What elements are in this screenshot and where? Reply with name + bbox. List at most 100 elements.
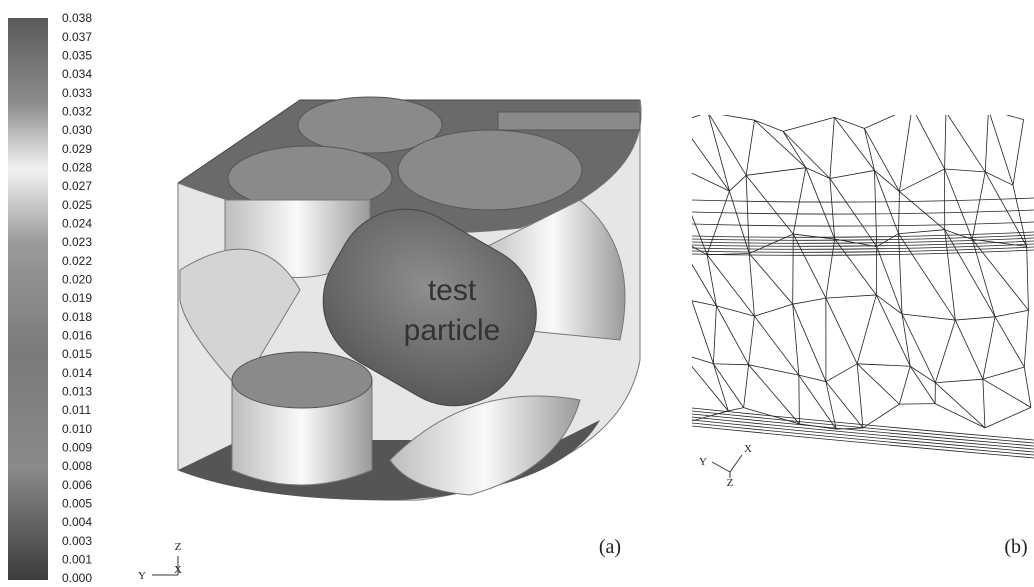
mesh-edge: [672, 122, 680, 164]
mesh-band: [692, 241, 1034, 246]
mesh-edge: [826, 295, 876, 298]
colorbar-label: 0.023: [62, 235, 92, 249]
mesh-edge: [708, 112, 746, 175]
mesh-edge: [1027, 246, 1029, 310]
colorbar-label: 0.032: [62, 105, 92, 119]
mesh-edge: [793, 234, 834, 239]
mesh-edge: [672, 164, 677, 238]
mesh-edge: [713, 306, 716, 364]
mesh-edge: [783, 117, 834, 131]
axis-triad-b: Y X Z: [699, 443, 752, 489]
mesh-edge: [864, 128, 899, 191]
mesh-edge: [863, 404, 899, 428]
colorbar-label: 0.005: [62, 497, 92, 511]
axis-label: Z: [727, 477, 734, 489]
mesh-edge: [729, 175, 746, 191]
mesh-edge: [793, 298, 826, 304]
mesh-band: [692, 210, 1034, 214]
mesh-edge: [713, 364, 748, 365]
mesh-band: [692, 222, 1034, 226]
axis-label: X: [174, 564, 182, 576]
colorbar-label: 0.019: [62, 291, 92, 305]
mesh-edge: [857, 364, 910, 366]
colorbar-label: 0.035: [62, 49, 92, 63]
colorbar-label: 0.024: [62, 217, 92, 231]
colorbar-label: 0.006: [62, 478, 92, 492]
colorbar-label: 0.001: [62, 553, 92, 567]
mesh-edge: [983, 379, 985, 428]
mesh-edge: [708, 112, 755, 120]
axis-triad-a: Z Y X: [138, 541, 182, 582]
mesh-edge: [1013, 120, 1024, 186]
mesh-edge: [681, 354, 713, 364]
colorbar-label: 0.013: [62, 385, 92, 399]
panel-label: (b): [1004, 536, 1027, 558]
mesh-edge: [983, 317, 995, 379]
mesh-edge: [713, 364, 743, 408]
render-3d: test particle: [178, 97, 641, 500]
colorbar-label: 0.015: [62, 347, 92, 361]
mesh-edge: [676, 238, 707, 255]
colorbar-label: 0.011: [62, 403, 91, 417]
mesh-edge: [708, 112, 729, 191]
mesh-edge: [995, 317, 1024, 367]
mesh-edge: [826, 298, 857, 364]
axis-label: X: [744, 443, 752, 455]
mesh-edge: [995, 310, 1028, 317]
mesh-edge: [749, 254, 793, 305]
mesh-edge: [857, 364, 899, 404]
mesh-edge: [746, 120, 754, 175]
annotation: test: [428, 274, 477, 307]
mesh-edge: [676, 238, 692, 301]
mesh-edge: [1024, 310, 1028, 367]
mesh-edge: [744, 365, 749, 408]
mesh-edge: [985, 407, 1031, 428]
mesh-edge: [864, 107, 912, 128]
mesh-edge: [681, 301, 691, 354]
mesh-edge: [755, 120, 784, 131]
colorbar-label: 0.033: [62, 86, 92, 100]
colorbar-label: 0.027: [62, 179, 92, 193]
mesh-edge: [910, 366, 935, 403]
mesh: [670, 107, 1034, 458]
mesh-edge: [672, 164, 730, 192]
mesh-edge: [754, 304, 792, 316]
mesh-edge: [830, 179, 877, 247]
colorbar-label: 0.009: [62, 441, 92, 455]
mesh-edge: [988, 110, 1023, 120]
mesh-edge: [857, 364, 863, 428]
mesh-edge: [749, 254, 754, 317]
colorbar-label: 0.025: [62, 198, 92, 212]
mesh-edge: [746, 175, 749, 253]
mesh-edge: [876, 295, 910, 366]
mesh-edge: [707, 255, 754, 316]
mesh-edge: [946, 110, 989, 112]
mesh-edge: [670, 354, 681, 427]
colorbar-label: 0.010: [62, 422, 92, 436]
mesh-edge: [874, 170, 876, 246]
mesh-edge: [945, 112, 946, 169]
figure: 0.0380.0370.0350.0340.0330.0320.0300.029…: [0, 0, 1034, 587]
mesh-edge: [680, 112, 708, 122]
mesh-edge: [793, 304, 799, 375]
mesh-band: [692, 414, 1034, 446]
mesh-edge: [1024, 367, 1031, 407]
mesh-edge: [935, 320, 955, 383]
mesh-edge: [716, 306, 754, 316]
mesh-edge: [692, 301, 717, 306]
mesh-edge: [899, 192, 900, 234]
mesh-edge: [972, 239, 1028, 310]
mesh-edge: [749, 316, 755, 365]
mesh-edge: [912, 107, 946, 112]
mesh-edge: [955, 317, 995, 320]
axis-label: Z: [175, 541, 182, 553]
mesh-edge: [793, 168, 806, 234]
mesh-edge: [877, 234, 899, 247]
colorbar-label: 0.029: [62, 142, 92, 156]
annotation: particle: [404, 314, 501, 347]
mesh-edge: [985, 110, 988, 172]
mesh-edge: [826, 364, 857, 382]
mesh-edge: [783, 131, 830, 178]
mesh-edge: [972, 172, 985, 239]
mesh-edge: [945, 169, 973, 239]
